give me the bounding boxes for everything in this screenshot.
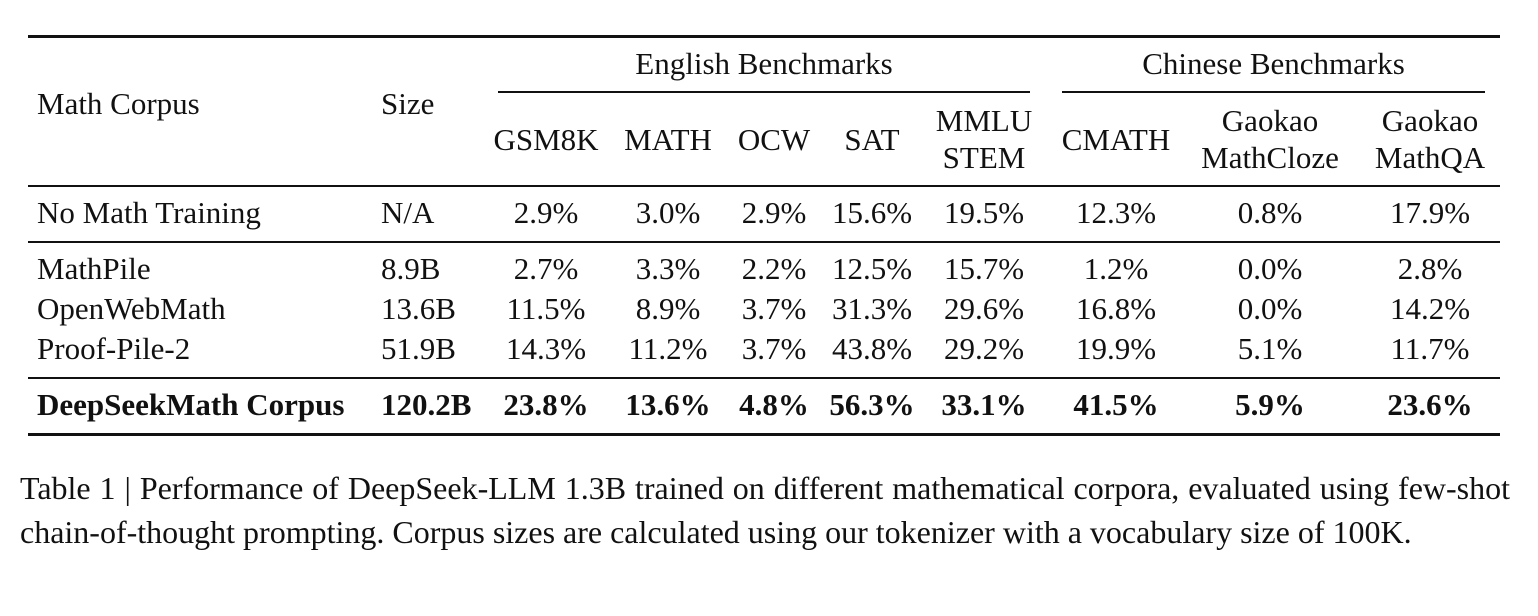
table-cell: 15.7%	[943, 251, 1025, 286]
group-header: Chinese Benchmarks	[1142, 46, 1405, 81]
table-cell: 13.6%	[625, 387, 711, 422]
column-header: OCW	[737, 122, 811, 157]
table-cell: 0.8%	[1237, 195, 1303, 230]
table-rule	[28, 432, 1500, 436]
table-cell: 14.2%	[1389, 291, 1471, 326]
table-cell: 3.0%	[635, 195, 701, 230]
table-cell: 2.2%	[741, 251, 807, 286]
column-header: MathQA	[1374, 140, 1486, 175]
group-header: English Benchmarks	[635, 46, 893, 81]
table-cell: 2.7%	[513, 251, 579, 286]
table-cell: 11.7%	[1390, 331, 1470, 366]
row-label: Proof-Pile-2	[37, 331, 191, 366]
table-cell: 16.8%	[1075, 291, 1157, 326]
table-rule	[28, 241, 1500, 243]
table-cell: 51.9B	[381, 331, 456, 366]
table-rule	[28, 34, 1500, 38]
column-header: SAT	[844, 122, 900, 157]
table-cell: 23.8%	[503, 387, 589, 422]
row-label: No Math Training	[37, 195, 261, 230]
table-cell: 5.9%	[1235, 387, 1305, 422]
column-header: CMATH	[1061, 122, 1171, 157]
column-header: STEM	[942, 140, 1026, 175]
table-cell: 15.6%	[831, 195, 913, 230]
table-cell: 120.2B	[381, 387, 472, 422]
table-cell: 23.6%	[1387, 387, 1473, 422]
column-header: Gaokao	[1221, 103, 1319, 138]
header-cell: Math Corpus	[37, 86, 200, 121]
table-cell: 17.9%	[1389, 195, 1471, 230]
table-rule	[1062, 91, 1485, 93]
column-header: Gaokao	[1381, 103, 1479, 138]
row-label: MathPile	[37, 251, 151, 286]
table-cell: 2.8%	[1397, 251, 1463, 286]
table-cell: 43.8%	[831, 331, 913, 366]
table-rule	[498, 91, 1030, 93]
header-cell: Size	[381, 86, 435, 121]
table-cell: 3.7%	[741, 331, 807, 366]
table-cell: 3.7%	[741, 291, 807, 326]
table-cell: 12.3%	[1075, 195, 1157, 230]
table-cell: 12.5%	[831, 251, 913, 286]
row-label: OpenWebMath	[37, 291, 226, 326]
table-cell: 11.2%	[628, 331, 708, 366]
table-cell: 14.3%	[505, 331, 587, 366]
table-cell: 2.9%	[513, 195, 579, 230]
table-cell: 41.5%	[1073, 387, 1159, 422]
table-cell: 11.5%	[506, 291, 586, 326]
column-header: GSM8K	[493, 122, 599, 157]
table-rule	[28, 185, 1500, 187]
table-cell: N/A	[381, 195, 435, 230]
table-cell: 4.8%	[739, 387, 809, 422]
table-cell: 33.1%	[941, 387, 1027, 422]
table-cell: 5.1%	[1237, 331, 1303, 366]
table-cell: 29.2%	[943, 331, 1025, 366]
table-caption: Table 1 | Performance of DeepSeek-LLM 1.…	[20, 470, 1510, 550]
table-cell: 2.9%	[741, 195, 807, 230]
table-cell: 56.3%	[829, 387, 915, 422]
column-header: MATH	[624, 122, 712, 157]
table-cell: 31.3%	[831, 291, 913, 326]
table-cell: 8.9B	[381, 251, 441, 286]
column-header: MathCloze	[1201, 140, 1339, 175]
table-cell: 1.2%	[1083, 251, 1149, 286]
table-cell: 0.0%	[1237, 291, 1303, 326]
column-header: MMLU	[935, 103, 1033, 138]
table-cell: 29.6%	[943, 291, 1025, 326]
table-cell: 0.0%	[1237, 251, 1303, 286]
table-cell: 3.3%	[635, 251, 701, 286]
table-cell: 13.6B	[381, 291, 456, 326]
table-cell: 19.5%	[943, 195, 1025, 230]
table-cell: 8.9%	[635, 291, 701, 326]
table-rule	[28, 377, 1500, 379]
row-label: DeepSeekMath Corpus	[37, 387, 345, 422]
table-cell: 19.9%	[1075, 331, 1157, 366]
